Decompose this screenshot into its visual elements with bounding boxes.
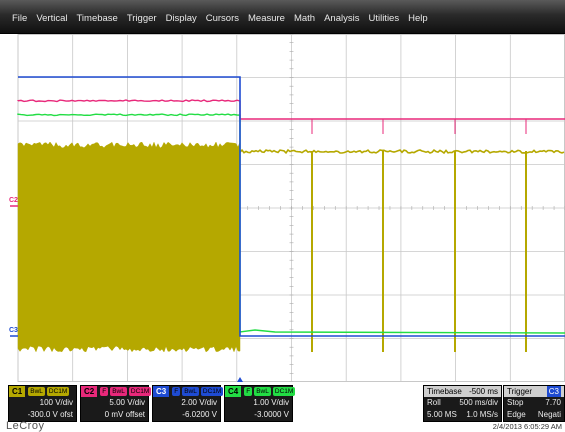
trigger-descriptor[interactable]: Trigger C3 Stop 7.70 Edge Negati	[503, 385, 565, 422]
channel-c3-badge-bwl: BwL	[182, 387, 199, 396]
trigger-label: Trigger	[507, 386, 532, 397]
channel-c2-badge-filter: F	[100, 387, 108, 396]
trigger-slope: Negati	[538, 409, 561, 421]
channel-c4-badge-filter: F	[244, 387, 252, 396]
menu-trigger[interactable]: Trigger	[127, 13, 157, 24]
menu-vertical[interactable]: Vertical	[36, 13, 67, 24]
channel-c4-descriptor[interactable]: C4 F BwL DC1M 1.00 V/div -3.0000 V	[224, 385, 293, 422]
channel-c2-tag: C2	[81, 386, 97, 397]
trigger-level: 7.70	[545, 397, 561, 409]
traces	[10, 77, 565, 352]
channel-c2-badge-bwl: BwL	[110, 387, 127, 396]
menu-cursors[interactable]: Cursors	[206, 13, 239, 24]
timebase-descriptor[interactable]: Timebase -500 ms Roll 500 ms/div 5.00 MS…	[423, 385, 502, 422]
channel-c3-tag: C3	[153, 386, 169, 397]
descriptor-bar: C1 BwL DC1M 100 V/div -300.0 V ofst C2 F…	[0, 383, 565, 430]
menu-help[interactable]: Help	[408, 13, 428, 24]
channel-c4-offset: -3.0000 V	[225, 409, 292, 421]
trigger-channel: C3	[547, 386, 561, 397]
trace-c1-burst	[18, 142, 240, 352]
menu-file[interactable]: File	[12, 13, 27, 24]
channel-c2-offset: 0 mV offset	[81, 409, 148, 421]
channel-c3-scale: 2.00 V/div	[153, 397, 220, 409]
channel-c2-descriptor[interactable]: C2 F BwL DC1M 5.00 V/div 0 mV offset	[80, 385, 149, 422]
timebase-rate: 1.0 MS/s	[466, 409, 498, 421]
waveform-display[interactable]: C2 C3	[0, 34, 565, 382]
timebase-mode: Roll	[427, 397, 441, 409]
channel-c4-tag: C4	[225, 386, 241, 397]
channel-c3-offset: -6.0200 V	[153, 409, 220, 421]
channel-c2-axis-label: C2	[9, 197, 18, 204]
waveform-grid[interactable]	[0, 34, 565, 382]
trigger-state: Stop	[507, 397, 523, 409]
menu-utilities[interactable]: Utilities	[368, 13, 399, 24]
menu-math[interactable]: Math	[294, 13, 315, 24]
menu-measure[interactable]: Measure	[248, 13, 285, 24]
channel-c3-badge-filter: F	[172, 387, 180, 396]
channel-c4-badge-bwl: BwL	[254, 387, 271, 396]
channel-c3-axis-label: C3	[9, 327, 18, 334]
lecroy-logo: LeCroy	[6, 420, 44, 432]
trace-c1-level	[240, 150, 564, 153]
menu-bar: File Vertical Timebase Trigger Display C…	[0, 0, 565, 34]
channel-c1-scale: 100 V/div	[9, 397, 76, 409]
channel-c1-badge-bwl: BwL	[28, 387, 45, 396]
channel-c3-badge-coupling: DC1M	[201, 387, 223, 396]
channel-c1-descriptor[interactable]: C1 BwL DC1M 100 V/div -300.0 V ofst	[8, 385, 77, 422]
menu-display[interactable]: Display	[166, 13, 197, 24]
timebase-per-div: 500 ms/div	[459, 397, 498, 409]
channel-c2-scale: 5.00 V/div	[81, 397, 148, 409]
trigger-position-marker[interactable]	[237, 377, 243, 382]
channel-c4-scale: 1.00 V/div	[225, 397, 292, 409]
channel-c3-descriptor[interactable]: C3 F BwL DC1M 2.00 V/div -6.0200 V	[152, 385, 221, 422]
channel-c2-badge-coupling: DC1M	[129, 387, 151, 396]
trigger-type: Edge	[507, 409, 526, 421]
channel-c4-badge-coupling: DC1M	[273, 387, 295, 396]
timebase-label: Timebase	[427, 386, 462, 397]
timebase-samples: 5.00 MS	[427, 409, 457, 421]
menu-timebase[interactable]: Timebase	[76, 13, 117, 24]
channel-c1-tag: C1	[9, 386, 25, 397]
menu-analysis[interactable]: Analysis	[324, 13, 359, 24]
channel-c1-badge-coupling: DC1M	[47, 387, 69, 396]
timebase-delay: -500 ms	[469, 386, 498, 397]
